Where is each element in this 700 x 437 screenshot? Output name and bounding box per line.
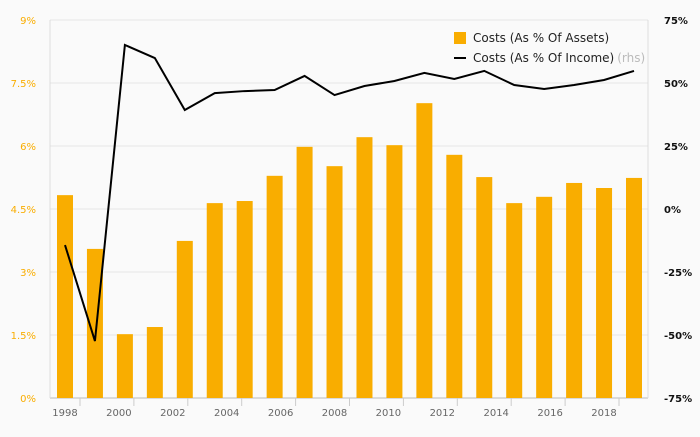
bar [176, 240, 193, 398]
legend-label: Costs (As % Of Assets) [473, 31, 610, 45]
line-series [64, 43, 635, 342]
bar [296, 146, 313, 398]
left-tick-label: 7.5% [11, 79, 36, 90]
x-tick-label: 2018 [591, 408, 616, 419]
x-tick-label: 2014 [483, 408, 508, 419]
legend-item-income: Costs (As % Of Income) (rhs) [454, 48, 645, 68]
bar [566, 182, 583, 398]
bar [266, 175, 283, 398]
legend-item-assets: Costs (As % Of Assets) [454, 28, 645, 48]
x-tick-label: 1998 [52, 408, 77, 419]
left-tick-label: 6% [20, 142, 36, 153]
bar [146, 327, 163, 398]
legend-swatch-line [454, 57, 466, 59]
bar [446, 154, 463, 398]
bar [536, 196, 553, 398]
x-tick-label: 2008 [322, 408, 347, 419]
left-tick-label: 1.5% [11, 331, 36, 342]
legend: Costs (As % Of Assets) Costs (As % Of In… [454, 28, 645, 68]
bar [86, 248, 103, 398]
x-tick-label: 2016 [537, 408, 562, 419]
bar [236, 201, 253, 398]
right-tick-label: -50% [664, 331, 692, 342]
right-tick-label: 25% [664, 142, 688, 153]
bar [206, 203, 223, 398]
legend-rhs: (rhs) [617, 51, 646, 65]
bar [506, 203, 523, 398]
left-tick-label: 3% [20, 268, 36, 279]
left-tick-label: 9% [20, 16, 36, 27]
bar [116, 334, 133, 398]
bar [416, 103, 433, 398]
bar [356, 137, 373, 398]
left-tick-label: 0% [20, 394, 36, 405]
bar [626, 177, 642, 398]
x-tick-label: 2004 [214, 408, 239, 419]
right-tick-label: 50% [664, 79, 688, 90]
left-tick-label: 4.5% [11, 205, 36, 216]
bar [386, 145, 403, 398]
x-tick-label: 2010 [376, 408, 401, 419]
x-tick-label: 2000 [106, 408, 131, 419]
bar [326, 166, 343, 398]
bar [596, 188, 613, 398]
right-tick-label: 75% [664, 16, 688, 27]
legend-swatch-bar [454, 32, 466, 44]
right-tick-label: -25% [664, 268, 692, 279]
x-tick-label: 2002 [160, 408, 185, 419]
x-tick-label: 2012 [430, 408, 455, 419]
right-tick-label: 0% [664, 205, 681, 216]
legend-label: Costs (As % Of Income) [473, 51, 615, 65]
bar [476, 177, 493, 398]
bar [57, 195, 73, 398]
right-tick-label: -75% [664, 394, 692, 405]
x-tick-label: 2006 [268, 408, 293, 419]
